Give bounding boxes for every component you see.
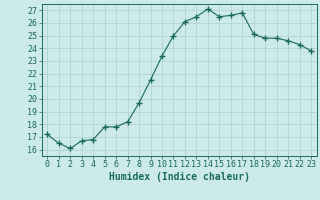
- X-axis label: Humidex (Indice chaleur): Humidex (Indice chaleur): [109, 172, 250, 182]
